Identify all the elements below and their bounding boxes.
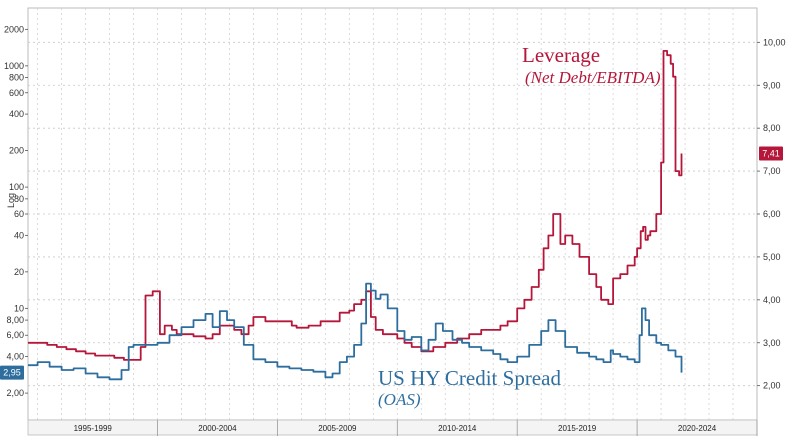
right-tick-label: 5,00 [763,252,781,262]
right-tick-label: 6,00 [763,209,781,219]
right-tick-label: 7,00 [763,166,781,176]
series-line-1 [28,282,683,381]
left-tick-label: 80 [14,194,24,204]
left-tick-label: 2,00 [6,388,24,398]
series-layer: 7,41 2,95 [0,50,783,381]
grid-layer [27,7,758,421]
axis-layer: 2,00 4,00 6,00 8,00 10 20 40 60 80 100 200 400 600 80… [4,24,786,436]
last-value-badge-1: 2,95 [0,365,24,380]
series-line-0 [28,50,683,361]
right-tick-label: 8,00 [763,123,781,133]
leverage-series-subtitle: (Net Debt/EBITDA) [525,68,661,87]
x-period-label: 1995-1999 [74,424,113,433]
left-tick-label: 600 [9,88,24,98]
x-axis-band [27,419,758,436]
leverage-series-label: Leverage [522,43,600,67]
x-period-label: 2005-2009 [318,424,357,433]
left-tick-label: 800 [9,73,24,83]
left-tick-label: 6,00 [6,330,24,340]
last-value-label: 7,41 [762,148,780,158]
last-value-label: 2,95 [3,368,21,378]
x-period-label: 2010-2014 [438,424,477,433]
left-tick-label: 400 [9,109,24,119]
x-period-label: 2000-2004 [198,424,237,433]
right-tick-label: 2,00 [763,381,781,391]
last-value-badge-bg [759,146,783,161]
left-tick-label: 20 [14,267,24,277]
right-tick-label: 10,00 [763,37,786,47]
left-tick-label: 4,00 [6,352,24,362]
left-tick-label: 8,00 [6,315,24,325]
hy-spread-series-label: US HY Credit Spread [378,366,561,390]
last-value-badge-bg [0,365,24,380]
left-tick-label: 2000 [4,24,24,34]
left-tick-label: 100 [9,182,24,192]
left-tick-label: 1000 [4,61,24,71]
left-tick-label: 200 [9,146,24,156]
left-tick-label: 60 [14,209,24,219]
last-value-badge-0: 7,41 [759,146,783,161]
right-tick-label: 9,00 [763,80,781,90]
x-period-label: 2020-2024 [678,424,717,433]
x-period-label: 2015-2019 [558,424,597,433]
left-axis-label: Log [6,193,16,208]
left-tick-label: 40 [14,230,24,240]
right-tick-label: 3,00 [763,338,781,348]
hy-spread-series-subtitle: (OAS) [378,390,421,409]
left-tick-label: 10 [14,303,24,313]
right-tick-label: 4,00 [763,295,781,305]
